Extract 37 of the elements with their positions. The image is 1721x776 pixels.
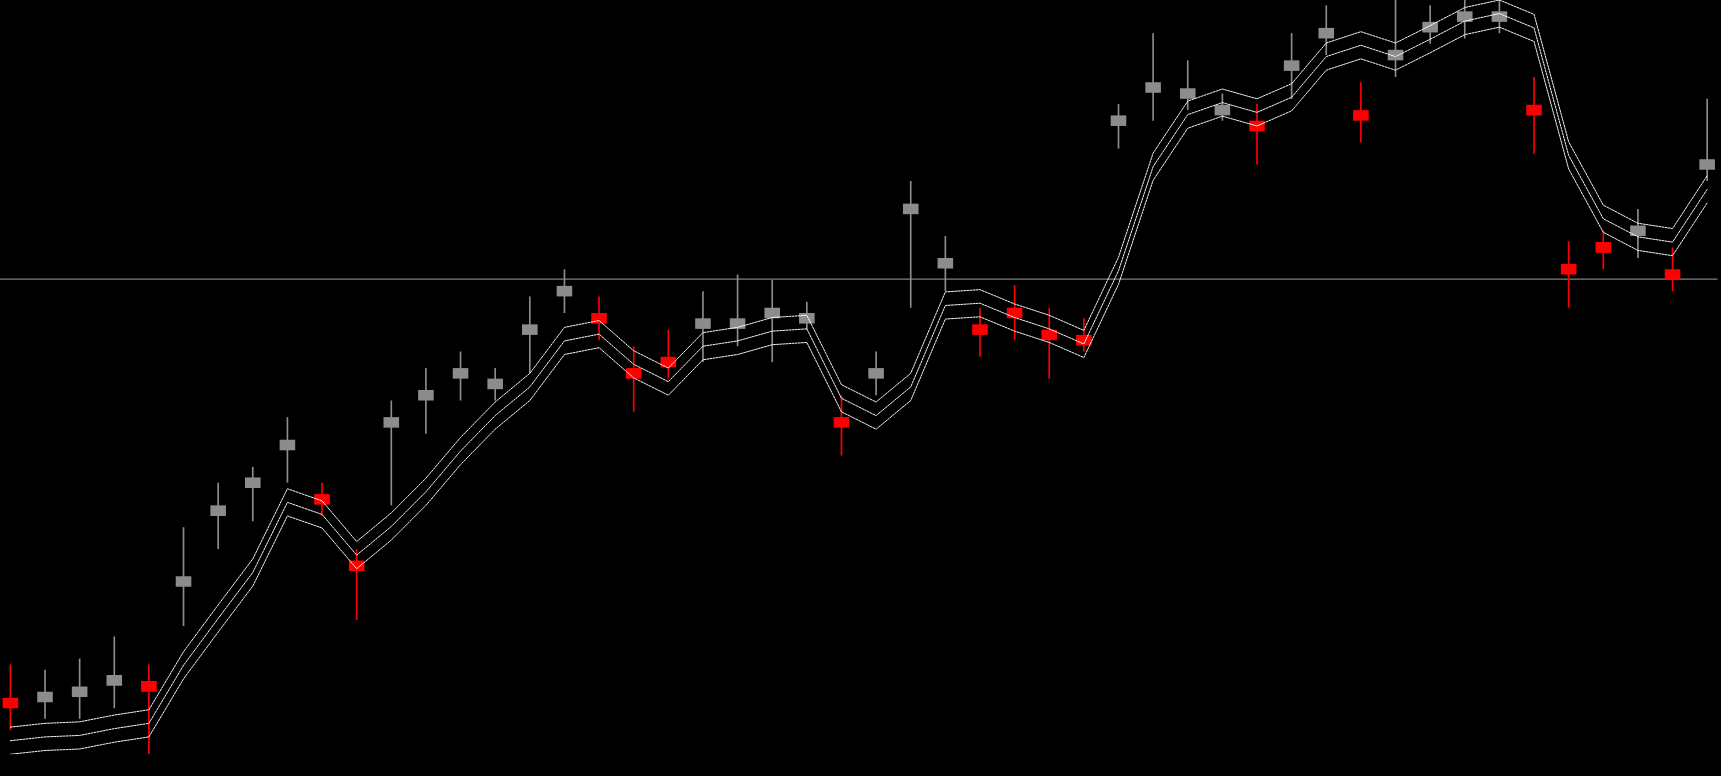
candlestick [522, 295, 538, 375]
candlestick [487, 367, 503, 402]
candlestick [972, 306, 988, 358]
candlestick [591, 295, 607, 342]
candlestick [244, 466, 261, 523]
candlestick [106, 635, 123, 710]
candlestick [1214, 92, 1231, 122]
candlestick [1699, 97, 1715, 182]
candlestick [1145, 32, 1161, 122]
candlestick [175, 526, 192, 627]
candlestick [314, 481, 330, 517]
candlestick [1526, 76, 1542, 155]
candlestick [37, 668, 53, 720]
candlestick [1353, 81, 1369, 144]
candlestick [452, 350, 469, 402]
candlestick [210, 481, 226, 550]
candlestick [71, 657, 88, 720]
candlestick [1560, 240, 1577, 309]
candlestick [625, 345, 642, 413]
candlestick [1179, 59, 1196, 111]
candlestick [1110, 103, 1127, 150]
candlestick [1664, 246, 1681, 292]
candlestick [1318, 4, 1335, 56]
candlestick [1456, 0, 1473, 40]
candlestick [1595, 229, 1612, 271]
candlestick [833, 394, 850, 457]
candlestick [418, 367, 434, 435]
candlestick [695, 290, 711, 363]
candlestick [141, 663, 157, 755]
candlestick [1630, 208, 1646, 259]
candlestick [1283, 32, 1300, 100]
candlestick [868, 350, 884, 397]
candlestick [799, 300, 815, 331]
candlestick [1041, 306, 1058, 380]
candlestick [2, 663, 19, 731]
candlestick [279, 416, 296, 484]
candlestick [383, 399, 400, 507]
